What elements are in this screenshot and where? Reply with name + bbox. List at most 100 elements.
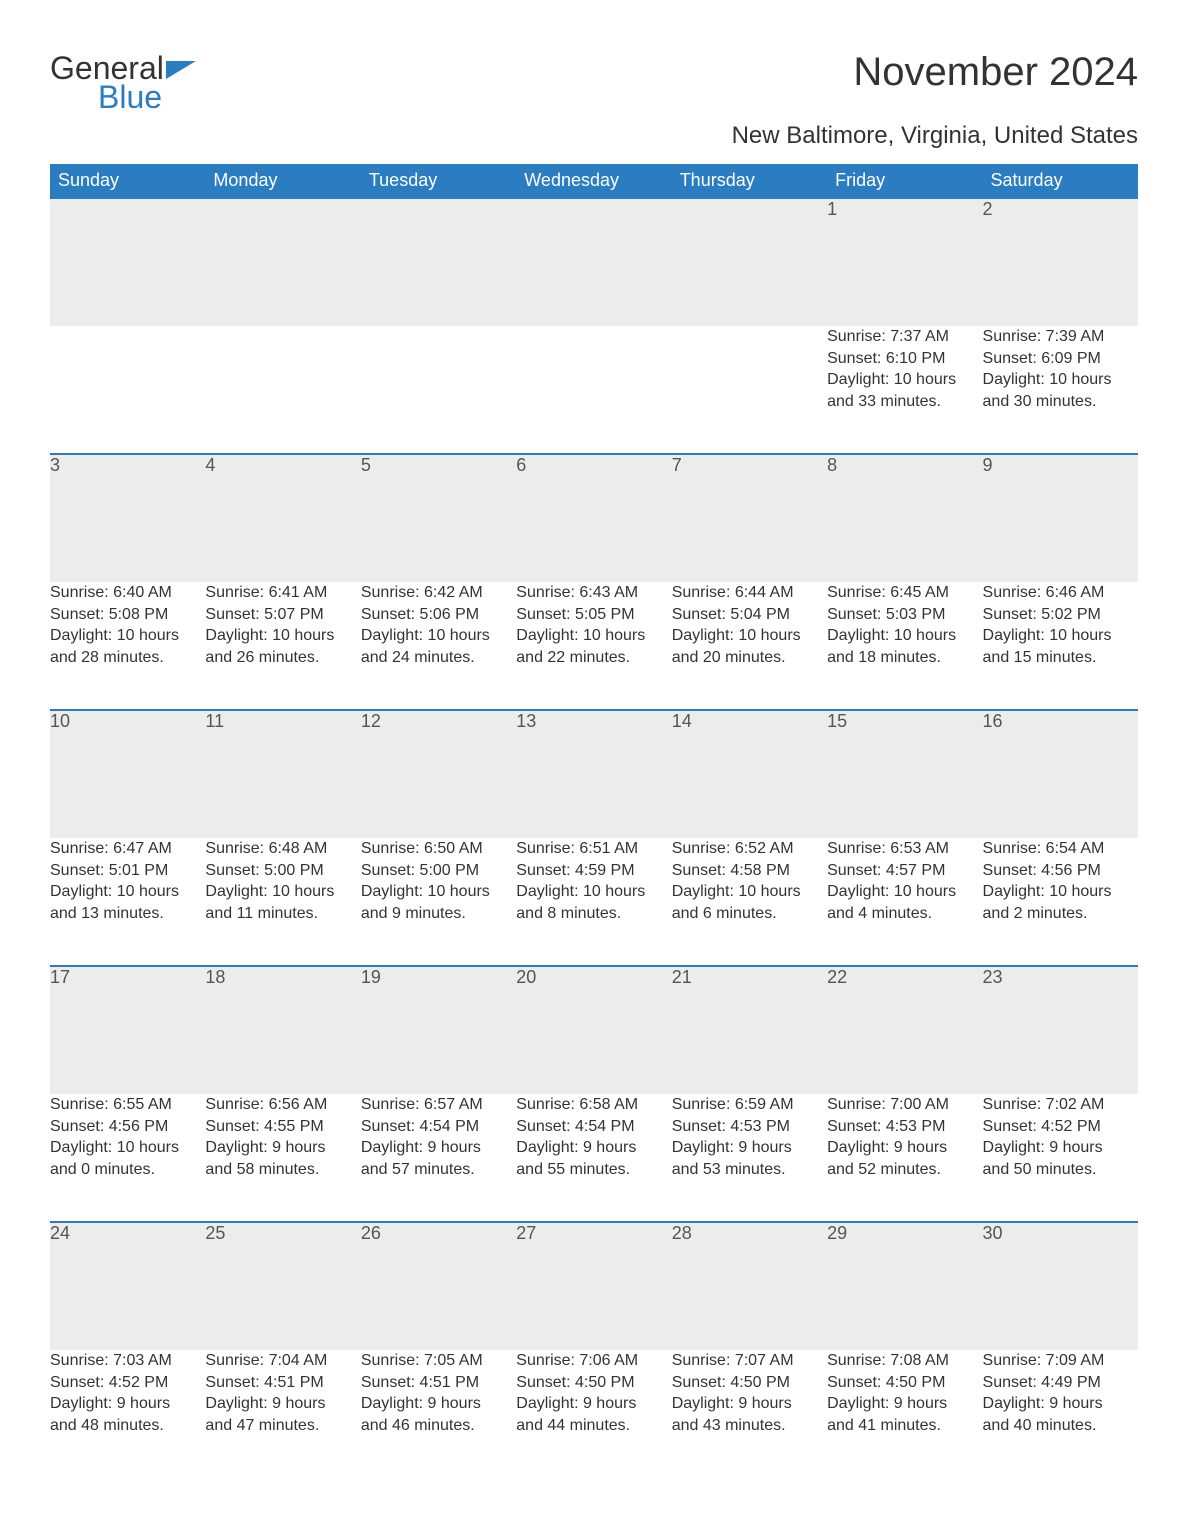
day-detail: Sunrise: 7:03 AMSunset: 4:52 PMDaylight:… [50, 1350, 205, 1478]
day-detail: Sunrise: 6:55 AMSunset: 4:56 PMDaylight:… [50, 1094, 205, 1222]
weekday-header: Friday [827, 164, 982, 198]
day-detail: Sunrise: 6:47 AMSunset: 5:01 PMDaylight:… [50, 838, 205, 966]
day-number: 7 [672, 454, 827, 582]
daylight-line: Daylight: 10 hours [516, 881, 671, 903]
day-number: 17 [50, 966, 205, 1094]
day-detail: Sunrise: 7:06 AMSunset: 4:50 PMDaylight:… [516, 1350, 671, 1478]
daylight-line: Daylight: 9 hours [205, 1393, 360, 1415]
weekday-header-row: SundayMondayTuesdayWednesdayThursdayFrid… [50, 164, 1138, 198]
sunset-line: Sunset: 4:58 PM [672, 860, 827, 882]
day-detail: Sunrise: 6:54 AMSunset: 4:56 PMDaylight:… [983, 838, 1138, 966]
sunrise-line: Sunrise: 7:39 AM [983, 326, 1138, 348]
day-number: 1 [827, 198, 982, 326]
sunset-line: Sunset: 4:55 PM [205, 1116, 360, 1138]
daylight-line: Daylight: 9 hours [205, 1137, 360, 1159]
sunset-line: Sunset: 5:01 PM [50, 860, 205, 882]
empty-cell [361, 326, 516, 454]
sunrise-line: Sunrise: 7:05 AM [361, 1350, 516, 1372]
sunrise-line: Sunrise: 6:51 AM [516, 838, 671, 860]
weekday-header: Tuesday [361, 164, 516, 198]
weekday-header: Monday [205, 164, 360, 198]
sunrise-line: Sunrise: 6:45 AM [827, 582, 982, 604]
sunrise-line: Sunrise: 6:50 AM [361, 838, 516, 860]
weekday-header: Thursday [672, 164, 827, 198]
daylight-line-2: and 9 minutes. [361, 903, 516, 925]
sunset-line: Sunset: 4:59 PM [516, 860, 671, 882]
empty-cell [516, 326, 671, 454]
daylight-line-2: and 57 minutes. [361, 1159, 516, 1181]
sunset-line: Sunset: 4:51 PM [205, 1372, 360, 1394]
daylight-line-2: and 24 minutes. [361, 647, 516, 669]
day-number: 2 [983, 198, 1138, 326]
sunset-line: Sunset: 5:06 PM [361, 604, 516, 626]
week-detail-row: Sunrise: 7:37 AMSunset: 6:10 PMDaylight:… [50, 326, 1138, 454]
day-detail: Sunrise: 6:46 AMSunset: 5:02 PMDaylight:… [983, 582, 1138, 710]
daylight-line: Daylight: 10 hours [672, 625, 827, 647]
brand-logo: General Blue [50, 50, 196, 116]
daylight-line: Daylight: 10 hours [50, 625, 205, 647]
daylight-line: Daylight: 9 hours [50, 1393, 205, 1415]
daylight-line: Daylight: 10 hours [50, 881, 205, 903]
week-detail-row: Sunrise: 6:55 AMSunset: 4:56 PMDaylight:… [50, 1094, 1138, 1222]
daylight-line: Daylight: 9 hours [672, 1393, 827, 1415]
sunrise-line: Sunrise: 6:47 AM [50, 838, 205, 860]
sunset-line: Sunset: 4:50 PM [827, 1372, 982, 1394]
day-number: 8 [827, 454, 982, 582]
daylight-line: Daylight: 10 hours [983, 369, 1138, 391]
daylight-line: Daylight: 9 hours [827, 1393, 982, 1415]
daylight-line-2: and 41 minutes. [827, 1415, 982, 1437]
weekday-header: Wednesday [516, 164, 671, 198]
daylight-line: Daylight: 10 hours [827, 369, 982, 391]
day-detail: Sunrise: 6:50 AMSunset: 5:00 PMDaylight:… [361, 838, 516, 966]
daylight-line-2: and 4 minutes. [827, 903, 982, 925]
daylight-line: Daylight: 10 hours [205, 881, 360, 903]
sunrise-line: Sunrise: 7:06 AM [516, 1350, 671, 1372]
day-number: 4 [205, 454, 360, 582]
sunrise-line: Sunrise: 6:42 AM [361, 582, 516, 604]
day-number: 28 [672, 1222, 827, 1350]
sunset-line: Sunset: 4:53 PM [672, 1116, 827, 1138]
daylight-line: Daylight: 10 hours [827, 881, 982, 903]
day-number: 26 [361, 1222, 516, 1350]
daylight-line: Daylight: 10 hours [983, 625, 1138, 647]
day-number: 27 [516, 1222, 671, 1350]
day-number: 24 [50, 1222, 205, 1350]
daylight-line-2: and 0 minutes. [50, 1159, 205, 1181]
daylight-line-2: and 58 minutes. [205, 1159, 360, 1181]
sunrise-line: Sunrise: 6:40 AM [50, 582, 205, 604]
sunset-line: Sunset: 5:00 PM [205, 860, 360, 882]
sunrise-line: Sunrise: 6:58 AM [516, 1094, 671, 1116]
sunrise-line: Sunrise: 6:41 AM [205, 582, 360, 604]
day-number: 11 [205, 710, 360, 838]
sunset-line: Sunset: 6:10 PM [827, 348, 982, 370]
sunset-line: Sunset: 4:57 PM [827, 860, 982, 882]
daylight-line-2: and 11 minutes. [205, 903, 360, 925]
daylight-line: Daylight: 10 hours [50, 1137, 205, 1159]
empty-cell [205, 198, 360, 326]
daylight-line-2: and 22 minutes. [516, 647, 671, 669]
empty-cell [50, 326, 205, 454]
daylight-line-2: and 55 minutes. [516, 1159, 671, 1181]
week-detail-row: Sunrise: 6:47 AMSunset: 5:01 PMDaylight:… [50, 838, 1138, 966]
daylight-line: Daylight: 9 hours [361, 1137, 516, 1159]
sunset-line: Sunset: 4:56 PM [50, 1116, 205, 1138]
day-number: 29 [827, 1222, 982, 1350]
daylight-line-2: and 2 minutes. [983, 903, 1138, 925]
sunrise-line: Sunrise: 7:08 AM [827, 1350, 982, 1372]
page-title: November 2024 [853, 50, 1138, 95]
empty-cell [516, 198, 671, 326]
location-subtitle: New Baltimore, Virginia, United States [50, 122, 1138, 150]
week-detail-row: Sunrise: 6:40 AMSunset: 5:08 PMDaylight:… [50, 582, 1138, 710]
sunset-line: Sunset: 5:05 PM [516, 604, 671, 626]
sunrise-line: Sunrise: 6:48 AM [205, 838, 360, 860]
empty-cell [672, 326, 827, 454]
day-detail: Sunrise: 6:45 AMSunset: 5:03 PMDaylight:… [827, 582, 982, 710]
sunrise-line: Sunrise: 6:57 AM [361, 1094, 516, 1116]
sunrise-line: Sunrise: 7:09 AM [983, 1350, 1138, 1372]
sunset-line: Sunset: 4:50 PM [516, 1372, 671, 1394]
daylight-line-2: and 43 minutes. [672, 1415, 827, 1437]
day-detail: Sunrise: 6:43 AMSunset: 5:05 PMDaylight:… [516, 582, 671, 710]
day-number: 25 [205, 1222, 360, 1350]
day-detail: Sunrise: 7:09 AMSunset: 4:49 PMDaylight:… [983, 1350, 1138, 1478]
day-detail: Sunrise: 6:57 AMSunset: 4:54 PMDaylight:… [361, 1094, 516, 1222]
